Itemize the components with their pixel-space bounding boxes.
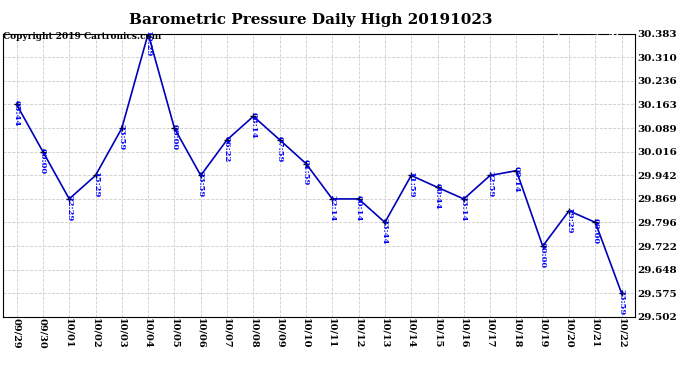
Text: 23:14: 23:14 [460, 195, 468, 221]
Text: 23:59: 23:59 [197, 171, 205, 198]
Text: 22:14: 22:14 [328, 195, 336, 221]
Text: 00:44: 00:44 [433, 183, 442, 210]
Text: 23:59: 23:59 [618, 289, 626, 315]
Text: Barometric Pressure Daily High 20191023: Barometric Pressure Daily High 20191023 [129, 13, 492, 27]
Text: 00:00: 00:00 [539, 242, 546, 268]
Text: Copyright 2019 Cartronics.com: Copyright 2019 Cartronics.com [3, 32, 161, 41]
Text: 06:22: 06:22 [223, 136, 231, 162]
Text: 00:00: 00:00 [39, 147, 47, 174]
Text: 00:00: 00:00 [591, 218, 600, 244]
Text: 10:29: 10:29 [144, 30, 152, 56]
Text: 01:59: 01:59 [302, 159, 310, 186]
Text: 00:00: 00:00 [170, 124, 179, 150]
Text: 08:14: 08:14 [249, 112, 257, 139]
Text: 07:59: 07:59 [276, 136, 284, 162]
Text: 00:14: 00:14 [355, 195, 362, 221]
Text: 09:14: 09:14 [513, 166, 520, 193]
Text: 22:29: 22:29 [66, 195, 73, 221]
Text: 23:44: 23:44 [381, 218, 389, 244]
Text: 19:29: 19:29 [565, 207, 573, 233]
Text: 05:44: 05:44 [12, 100, 21, 127]
Text: 15:29: 15:29 [92, 171, 99, 198]
Text: Pressure  (Inches/Hg): Pressure (Inches/Hg) [502, 26, 620, 36]
Text: 22:59: 22:59 [486, 171, 494, 198]
Text: 11:59: 11:59 [407, 171, 415, 198]
Text: 23:59: 23:59 [118, 124, 126, 150]
